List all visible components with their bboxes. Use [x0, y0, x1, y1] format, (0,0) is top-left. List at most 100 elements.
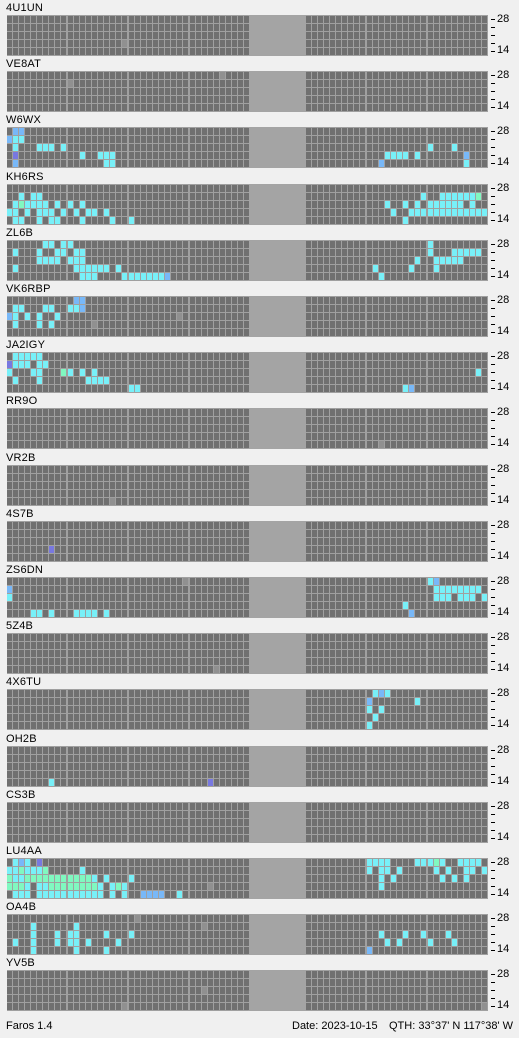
empty-cell [367, 417, 372, 424]
empty-cell [19, 152, 24, 159]
empty-cell [434, 217, 439, 224]
empty-cell [159, 313, 164, 320]
empty-cell [183, 466, 188, 473]
propagation-grid[interactable] [7, 296, 488, 337]
empty-cell [183, 425, 188, 432]
empty-cell [190, 666, 195, 673]
empty-cell [336, 136, 341, 143]
empty-cell [110, 425, 115, 432]
empty-cell [306, 602, 311, 609]
empty-cell [171, 530, 176, 537]
empty-cell [421, 369, 426, 376]
propagation-grid[interactable] [7, 127, 488, 168]
empty-cell [61, 666, 66, 673]
empty-cell [61, 610, 66, 617]
empty-cell [482, 313, 487, 320]
empty-cell [470, 32, 475, 39]
empty-cell [373, 185, 378, 192]
propagation-grid[interactable] [7, 633, 488, 674]
empty-cell [214, 610, 219, 617]
empty-cell [385, 634, 390, 641]
empty-cell [367, 409, 372, 416]
empty-cell [379, 642, 384, 649]
empty-cell [360, 24, 365, 31]
empty-cell [348, 257, 353, 264]
empty-cell [129, 241, 134, 248]
empty-cell [428, 136, 433, 143]
empty-cell [208, 193, 213, 200]
empty-cell [141, 160, 146, 167]
empty-cell [397, 297, 402, 304]
empty-cell [348, 377, 353, 384]
empty-cell [403, 80, 408, 87]
empty-cell [409, 642, 414, 649]
empty-cell [80, 40, 85, 47]
empty-cell [391, 433, 396, 440]
empty-cell [86, 160, 91, 167]
empty-cell [360, 634, 365, 641]
empty-cell [110, 353, 115, 360]
empty-cell [220, 425, 225, 432]
empty-cell [214, 80, 219, 87]
empty-cell [238, 578, 243, 585]
empty-cell [159, 554, 164, 561]
empty-cell [342, 466, 347, 473]
empty-cell [61, 530, 66, 537]
scale-tick [491, 147, 495, 148]
beacon-row: RR9O 28 14 [0, 393, 519, 449]
signal-cell [92, 209, 97, 216]
empty-cell [13, 104, 18, 111]
propagation-grid[interactable] [7, 521, 488, 562]
empty-cell [116, 48, 121, 55]
empty-cell [49, 136, 54, 143]
empty-cell [324, 201, 329, 208]
signal-cell [434, 201, 439, 208]
empty-cell [354, 474, 359, 481]
signal-cell [37, 369, 42, 376]
empty-cell [379, 144, 384, 151]
empty-cell [421, 152, 426, 159]
empty-cell [43, 48, 48, 55]
empty-cell [135, 329, 140, 336]
propagation-grid[interactable] [7, 577, 488, 618]
empty-cell [312, 160, 317, 167]
empty-cell [19, 16, 24, 23]
empty-cell [232, 466, 237, 473]
propagation-grid[interactable] [7, 15, 488, 56]
empty-cell [25, 160, 30, 167]
propagation-grid[interactable] [7, 184, 488, 225]
empty-cell [86, 24, 91, 31]
empty-cell [226, 136, 231, 143]
propagation-grid[interactable] [7, 352, 488, 393]
empty-cell [440, 425, 445, 432]
signal-cell [7, 209, 12, 216]
empty-cell [177, 546, 182, 553]
empty-cell [55, 594, 60, 601]
propagation-grid[interactable] [7, 689, 488, 730]
empty-cell [318, 185, 323, 192]
empty-cell [122, 353, 127, 360]
empty-cell [31, 257, 36, 264]
propagation-grid[interactable] [7, 240, 488, 281]
empty-cell [165, 586, 170, 593]
empty-cell [183, 88, 188, 95]
empty-cell [129, 658, 134, 665]
empty-cell [434, 498, 439, 505]
empty-cell [452, 594, 457, 601]
signal-cell [434, 209, 439, 216]
empty-cell [452, 265, 457, 272]
propagation-grid[interactable] [7, 465, 488, 506]
empty-cell [122, 530, 127, 537]
empty-cell [458, 474, 463, 481]
empty-cell [354, 80, 359, 87]
propagation-grid[interactable] [7, 408, 488, 449]
empty-cell [31, 24, 36, 31]
empty-cell [464, 72, 469, 79]
empty-cell [19, 586, 24, 593]
empty-cell [171, 249, 176, 256]
propagation-grid[interactable] [7, 71, 488, 112]
empty-cell [360, 602, 365, 609]
empty-cell [92, 361, 97, 368]
empty-cell [470, 104, 475, 111]
empty-cell [80, 433, 85, 440]
